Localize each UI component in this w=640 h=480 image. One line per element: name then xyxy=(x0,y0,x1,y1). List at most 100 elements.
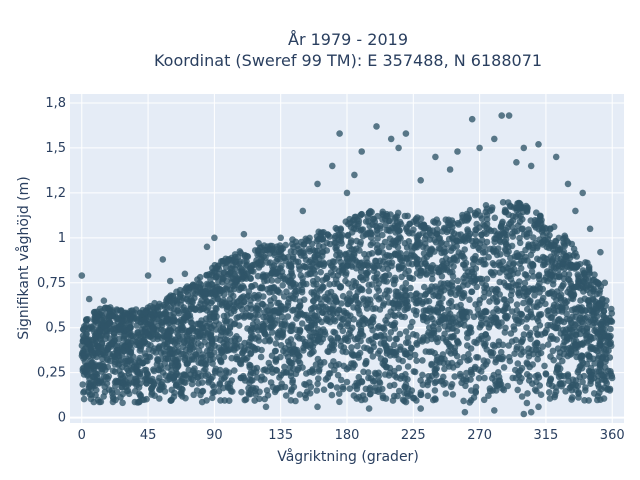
data-point xyxy=(223,306,231,313)
data-point xyxy=(113,378,121,386)
data-point xyxy=(394,209,402,217)
data-point xyxy=(405,260,413,267)
data-point xyxy=(461,217,469,224)
data-point xyxy=(407,323,415,331)
data-point xyxy=(468,115,476,123)
data-point xyxy=(256,284,264,292)
data-point xyxy=(420,307,428,314)
data-point xyxy=(156,310,163,318)
data-point xyxy=(207,335,215,342)
y-axis-title: Signifikant våghöjd (m) xyxy=(15,176,32,339)
data-point xyxy=(577,297,584,304)
data-point xyxy=(454,219,462,227)
chart-title: År 1979 - 2019 xyxy=(288,30,408,49)
data-point xyxy=(507,330,515,337)
data-point xyxy=(336,130,343,137)
data-point xyxy=(247,297,254,304)
data-point xyxy=(149,347,157,355)
data-point xyxy=(450,244,457,252)
data-point xyxy=(395,387,403,395)
data-point xyxy=(530,234,537,241)
data-point xyxy=(534,355,541,363)
data-point xyxy=(231,335,239,342)
data-point xyxy=(359,317,366,324)
data-point xyxy=(316,260,324,268)
data-point xyxy=(320,386,328,394)
data-point xyxy=(360,368,367,376)
data-point xyxy=(136,347,144,354)
data-point xyxy=(447,221,454,229)
data-point xyxy=(335,268,343,275)
data-point xyxy=(481,229,488,236)
data-point xyxy=(367,322,375,330)
data-point xyxy=(566,276,573,284)
data-point xyxy=(518,393,526,400)
data-point xyxy=(499,266,507,273)
data-point xyxy=(332,244,339,252)
data-point xyxy=(281,363,288,371)
data-point xyxy=(520,299,527,307)
data-point xyxy=(392,238,399,246)
data-point xyxy=(336,323,344,330)
data-point xyxy=(260,293,267,300)
data-point xyxy=(277,371,285,379)
data-point xyxy=(84,371,91,378)
data-point xyxy=(514,317,522,324)
data-point xyxy=(301,391,309,399)
data-point xyxy=(482,282,490,289)
data-point xyxy=(346,385,354,393)
data-point xyxy=(272,356,279,364)
data-point xyxy=(536,275,543,283)
data-point xyxy=(312,329,319,337)
data-point xyxy=(470,394,478,401)
data-point xyxy=(262,303,269,311)
data-point xyxy=(186,327,194,335)
data-point xyxy=(89,349,96,356)
data-point xyxy=(476,144,483,152)
data-point xyxy=(495,338,503,345)
data-point xyxy=(100,316,108,324)
data-point xyxy=(363,255,370,262)
data-point xyxy=(508,338,516,345)
data-point xyxy=(250,325,257,333)
y-tick-label: 0,5 xyxy=(45,321,66,336)
data-point xyxy=(355,393,363,401)
data-point xyxy=(219,257,226,265)
data-point xyxy=(585,353,593,360)
data-point xyxy=(514,386,521,394)
data-point xyxy=(83,365,91,373)
data-point xyxy=(225,255,232,263)
data-point xyxy=(174,306,181,314)
data-point xyxy=(182,285,189,292)
data-point xyxy=(417,377,424,384)
data-point xyxy=(404,376,411,383)
data-point xyxy=(87,379,95,387)
data-point xyxy=(383,344,390,352)
data-point xyxy=(544,270,551,278)
data-point xyxy=(376,347,384,355)
data-point xyxy=(439,295,446,302)
data-point xyxy=(547,375,555,383)
data-point xyxy=(520,331,528,338)
data-point xyxy=(497,348,505,356)
data-point xyxy=(398,273,405,281)
data-point xyxy=(589,276,597,284)
data-point xyxy=(249,377,256,384)
data-point xyxy=(544,341,552,348)
data-point xyxy=(448,228,456,235)
data-point xyxy=(517,265,525,272)
data-point xyxy=(460,354,468,361)
data-point xyxy=(139,359,146,367)
data-point xyxy=(591,271,598,279)
data-point xyxy=(195,380,202,387)
x-tick-label: 135 xyxy=(268,428,293,443)
data-point xyxy=(265,324,273,331)
data-point xyxy=(288,327,295,335)
data-point xyxy=(187,297,194,305)
data-point xyxy=(164,355,171,363)
data-point xyxy=(157,383,164,391)
data-point xyxy=(197,330,205,337)
x-tick-labels: 0 45 90 135 180 225 270 315 360 xyxy=(78,428,625,443)
data-point xyxy=(242,396,250,403)
data-point xyxy=(459,252,467,260)
